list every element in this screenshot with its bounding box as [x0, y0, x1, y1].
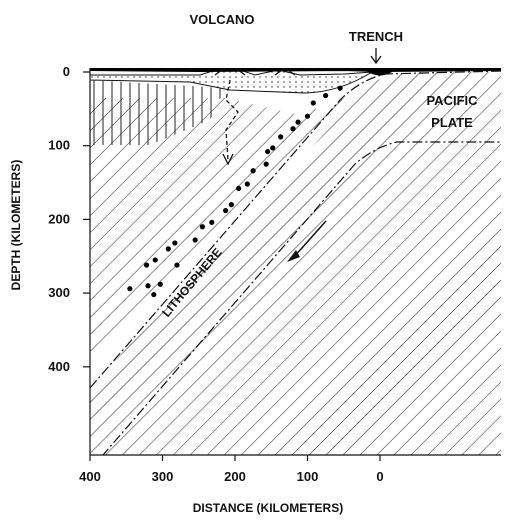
trench-arrow — [370, 48, 382, 65]
earthquake-focus-dot — [152, 257, 158, 263]
y-axis-ticks: 0 100 200 300 400 — [48, 64, 90, 374]
slab-motion-arrowhead — [287, 250, 300, 262]
x-tick-label: 0 — [376, 469, 383, 484]
earthquake-focus-dot — [157, 281, 163, 287]
pacific-plate-label-line1: PACIFIC — [426, 93, 478, 108]
earthquake-focus-dot — [244, 181, 250, 187]
subducting-slab-hatch — [90, 72, 501, 455]
earthquake-focus-dot — [323, 92, 329, 99]
earthquake-focus-dot — [199, 224, 205, 230]
slab-bottom-boundary — [102, 141, 501, 455]
slab-hatch-lower — [90, 142, 501, 455]
x-axis-ticks: 400 300 200 100 0 — [79, 455, 384, 484]
earthquake-focus-dot — [209, 219, 215, 225]
trench-notch — [364, 68, 396, 76]
earthquake-focus-dot — [151, 291, 157, 298]
earthquake-focus-dot — [265, 148, 271, 155]
y-axis-label: DEPTH (KILOMETERS) — [9, 160, 23, 291]
earthquake-focus-dot — [172, 240, 178, 246]
earthquake-focus-dot — [222, 207, 229, 214]
y-tick-label: 0 — [63, 64, 70, 79]
earthquake-focus-dot — [165, 246, 171, 252]
earthquake-focus-dot — [145, 283, 151, 289]
earthquake-focus-dot — [304, 113, 311, 119]
trench-label: TRENCH — [349, 29, 403, 44]
y-tick-label: 400 — [48, 359, 70, 374]
volcano-peak-2 — [274, 68, 296, 76]
magma-conduit — [225, 79, 239, 161]
earthquake-focus-dot — [278, 134, 284, 140]
earthquake-focus-dot — [295, 119, 301, 125]
ocean-surface-line — [90, 68, 501, 73]
x-tick-label: 200 — [224, 469, 246, 484]
sediment-layer — [90, 68, 373, 94]
earthquake-foci — [127, 85, 343, 298]
volcano-label: VOLCANO — [190, 12, 255, 27]
slab-top-boundary — [90, 70, 501, 389]
x-tick-label: 400 — [79, 469, 101, 484]
y-tick-label: 100 — [48, 138, 70, 153]
earthquake-focus-dot — [192, 237, 198, 243]
earthquake-focus-dot — [290, 126, 296, 132]
slab-motion-arrow — [292, 220, 327, 259]
crust-vertical-lines — [90, 80, 225, 145]
earthquake-focus-dot — [143, 262, 150, 268]
earthquake-focus-dot — [263, 161, 269, 167]
y-tick-label: 300 — [48, 285, 70, 300]
magma-conduit-arrowhead — [222, 153, 234, 166]
earthquake-focus-dot — [228, 202, 234, 208]
earthquake-focus-dot — [174, 262, 180, 268]
y-tick-label: 200 — [48, 211, 70, 226]
pacific-plate-label-line2: PLATE — [431, 115, 473, 130]
x-tick-label: 100 — [297, 469, 319, 484]
earthquake-focus-dot — [127, 286, 133, 292]
earthquake-focus-dot — [236, 185, 242, 192]
earthquake-focus-dot — [270, 145, 276, 151]
earthquake-focus-dot — [337, 85, 343, 91]
earthquake-focus-dot — [310, 100, 316, 106]
x-axis-label: DISTANCE (KILOMETERS) — [193, 501, 343, 515]
volcano-peak — [214, 68, 246, 76]
earthquake-focus-dot — [250, 168, 256, 174]
x-tick-label: 300 — [152, 469, 174, 484]
